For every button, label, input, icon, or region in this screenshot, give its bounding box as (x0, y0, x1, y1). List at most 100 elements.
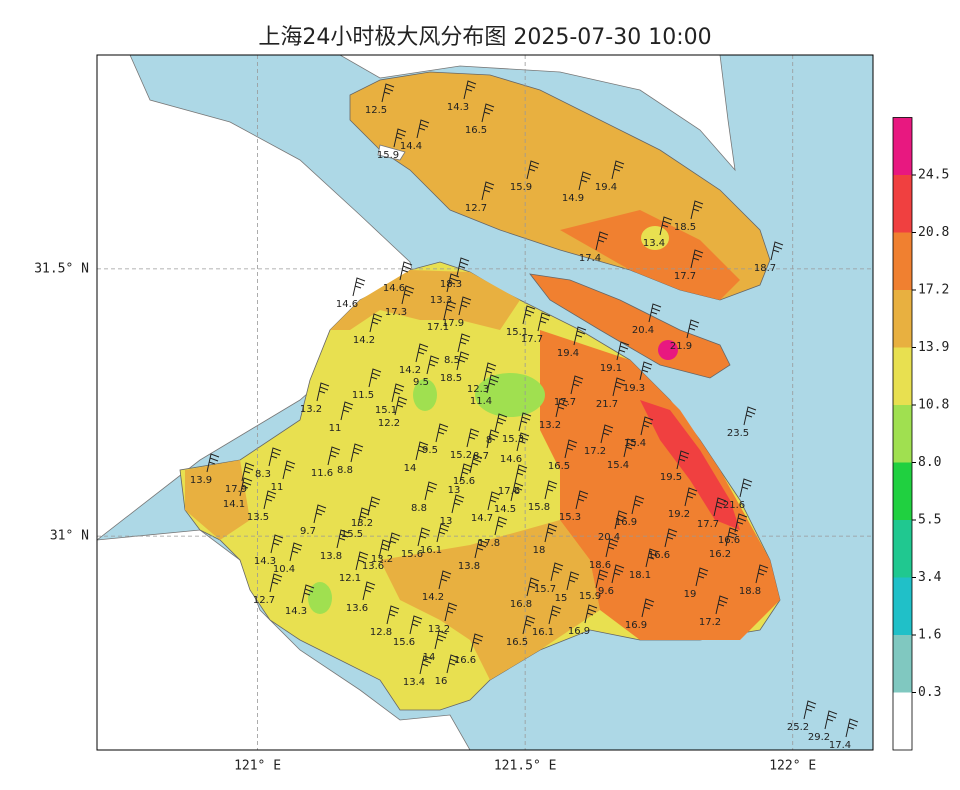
wind-barb (639, 361, 653, 381)
wind-barb (584, 604, 598, 624)
station-value: 9.7 (300, 526, 316, 537)
station-value: 11.4 (470, 396, 492, 407)
wind-barb (481, 181, 495, 201)
wind-zone (640, 400, 740, 530)
station-value: 15.8 (528, 502, 550, 513)
wind-barb (725, 527, 739, 547)
station-value: 13.2 (371, 554, 393, 565)
station-value: 12.2 (378, 418, 400, 429)
wind-barb (734, 513, 748, 533)
station-value: 15.3 (502, 434, 524, 445)
station-value: 13.9 (190, 475, 212, 486)
station-value: 15.9 (510, 182, 532, 193)
station-value: 12.3 (467, 384, 489, 395)
wind-barb (623, 438, 637, 458)
wind-barb (444, 602, 458, 622)
station-value: 17.9 (442, 318, 464, 329)
station-value: 13.4 (643, 238, 665, 249)
wind-barb (614, 510, 628, 530)
wind-barb (367, 496, 381, 516)
wind-barb (595, 231, 609, 251)
station-value: 23.5 (727, 428, 749, 439)
wind-barb (676, 450, 690, 470)
station-value: 14.4 (400, 141, 422, 152)
wind-barb (357, 507, 371, 527)
station-value: 25.2 (787, 722, 809, 733)
changxing-island (529, 273, 731, 379)
station-value: 17.7 (697, 519, 719, 530)
station-value: 21.9 (670, 341, 692, 352)
wind-barb (415, 441, 429, 461)
station-value: 14.5 (494, 504, 516, 515)
wind-barb (463, 80, 477, 100)
axes: 121° E 121.5° E 122° E 31° N 31.5° N (34, 261, 816, 773)
station-value: 14.3 (285, 606, 307, 617)
x-tick-label: 121.5° E (494, 759, 557, 774)
wind-barb (386, 605, 400, 625)
wind-barb (350, 443, 364, 463)
wind-barb (695, 567, 709, 587)
wind-barb (605, 538, 619, 558)
wind-zone (658, 340, 678, 360)
station-value: 16.5 (465, 125, 487, 136)
station-value: 15.7 (534, 584, 556, 595)
station-value: 14 (404, 463, 417, 474)
wind-barb (494, 413, 508, 433)
colorbar-bin (893, 405, 912, 463)
station-value: 18.5 (674, 222, 696, 233)
wind-barb (526, 577, 540, 597)
station-value: 13.8 (320, 551, 342, 562)
station-value: 29.2 (808, 732, 830, 743)
wind-barb (362, 581, 376, 601)
station-value: 19 (684, 589, 697, 600)
station-value: 19.5 (660, 472, 682, 483)
station-value: 15.9 (377, 150, 399, 161)
station-value: 15 (555, 593, 568, 604)
wind-zone (413, 379, 437, 411)
station-value: 11 (271, 482, 284, 493)
x-tick-label: 122° E (769, 759, 816, 774)
colorbar-tick-label: 3.4 (918, 570, 942, 585)
wind-zone (475, 373, 545, 417)
wind-barb (483, 362, 497, 382)
wind-zone (540, 330, 780, 640)
station-value: 17.1 (427, 322, 449, 333)
wind-barb (391, 383, 405, 403)
station-value: 18 (533, 545, 546, 556)
wind-barb (486, 374, 500, 394)
station-value: 14.6 (500, 454, 522, 465)
station-value: 15.9 (579, 591, 601, 602)
wind-barb (459, 463, 473, 483)
station-value: 20.4 (598, 532, 620, 543)
station-value: 14.2 (399, 365, 421, 376)
wind-zone (185, 460, 250, 540)
colorbar-tick-label: 10.8 (918, 398, 949, 413)
land (97, 55, 421, 541)
station-value: 9.5 (422, 445, 438, 456)
wind-barb (550, 562, 564, 582)
station-value: 12.8 (370, 627, 392, 638)
station-value: 15.6 (393, 637, 415, 648)
wind-barb (564, 439, 578, 459)
station-value: 18.7 (754, 263, 776, 274)
wind-barb (269, 573, 283, 593)
station-value: 9.5 (413, 377, 429, 388)
station-value: 21.7 (596, 399, 618, 410)
station-value: 16.9 (625, 620, 647, 631)
station-value: 17.2 (584, 446, 606, 457)
wind-barb (640, 416, 654, 436)
wind-barb (466, 428, 480, 448)
station-value: 15.2 (450, 450, 472, 461)
wind-barb (443, 300, 457, 320)
station-value: 14.6 (383, 283, 405, 294)
station-value: 15.5 (341, 529, 363, 540)
wind-barb (470, 633, 484, 653)
station-value: 17.7 (521, 334, 543, 345)
colorbar-bin (893, 577, 912, 635)
colorbar-tick-label: 20.8 (918, 225, 949, 240)
station-value: 14.3 (447, 102, 469, 113)
station-value: 16.9 (568, 626, 590, 637)
colorbar-frame (892, 117, 913, 751)
station-value: 13.2 (539, 420, 561, 431)
station-value: 17.2 (699, 617, 721, 628)
